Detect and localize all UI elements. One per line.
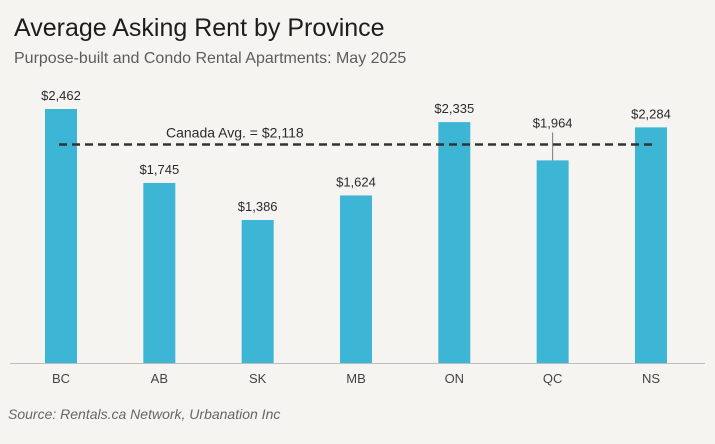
bar-qc — [536, 160, 569, 363]
value-label-qc: $1,964 — [533, 115, 573, 130]
value-label-mb: $1,624 — [336, 174, 376, 189]
value-label-on: $2,335 — [434, 101, 474, 116]
x-tick-label-bc: BC — [52, 371, 70, 386]
average-line-label: Canada Avg. = $2,118 — [166, 124, 304, 140]
x-tick-label-ns: NS — [642, 371, 660, 386]
x-tick-label-on: ON — [445, 371, 465, 386]
x-tick-label-sk: SK — [249, 371, 267, 386]
x-tick-label-mb: MB — [346, 371, 366, 386]
value-label-ab: $1,745 — [139, 162, 179, 177]
bar-ab — [143, 182, 176, 363]
value-label-ns: $2,284 — [631, 106, 671, 121]
chart-title: Average Asking Rent by Province — [14, 14, 385, 42]
bar-ns — [634, 127, 667, 364]
value-label-sk: $1,386 — [238, 199, 278, 214]
bar-sk — [241, 220, 274, 363]
bar-bc — [45, 109, 77, 363]
x-tick-label-ab: AB — [151, 371, 168, 386]
source-note: Source: Rentals.ca Network, Urbanation I… — [8, 406, 281, 422]
x-tick-label-qc: QC — [543, 371, 563, 386]
bar-mb — [339, 195, 372, 363]
bar-on — [438, 122, 471, 363]
chart-subtitle: Purpose-built and Condo Rental Apartment… — [14, 50, 407, 67]
value-label-bc: $2,462 — [41, 88, 81, 103]
